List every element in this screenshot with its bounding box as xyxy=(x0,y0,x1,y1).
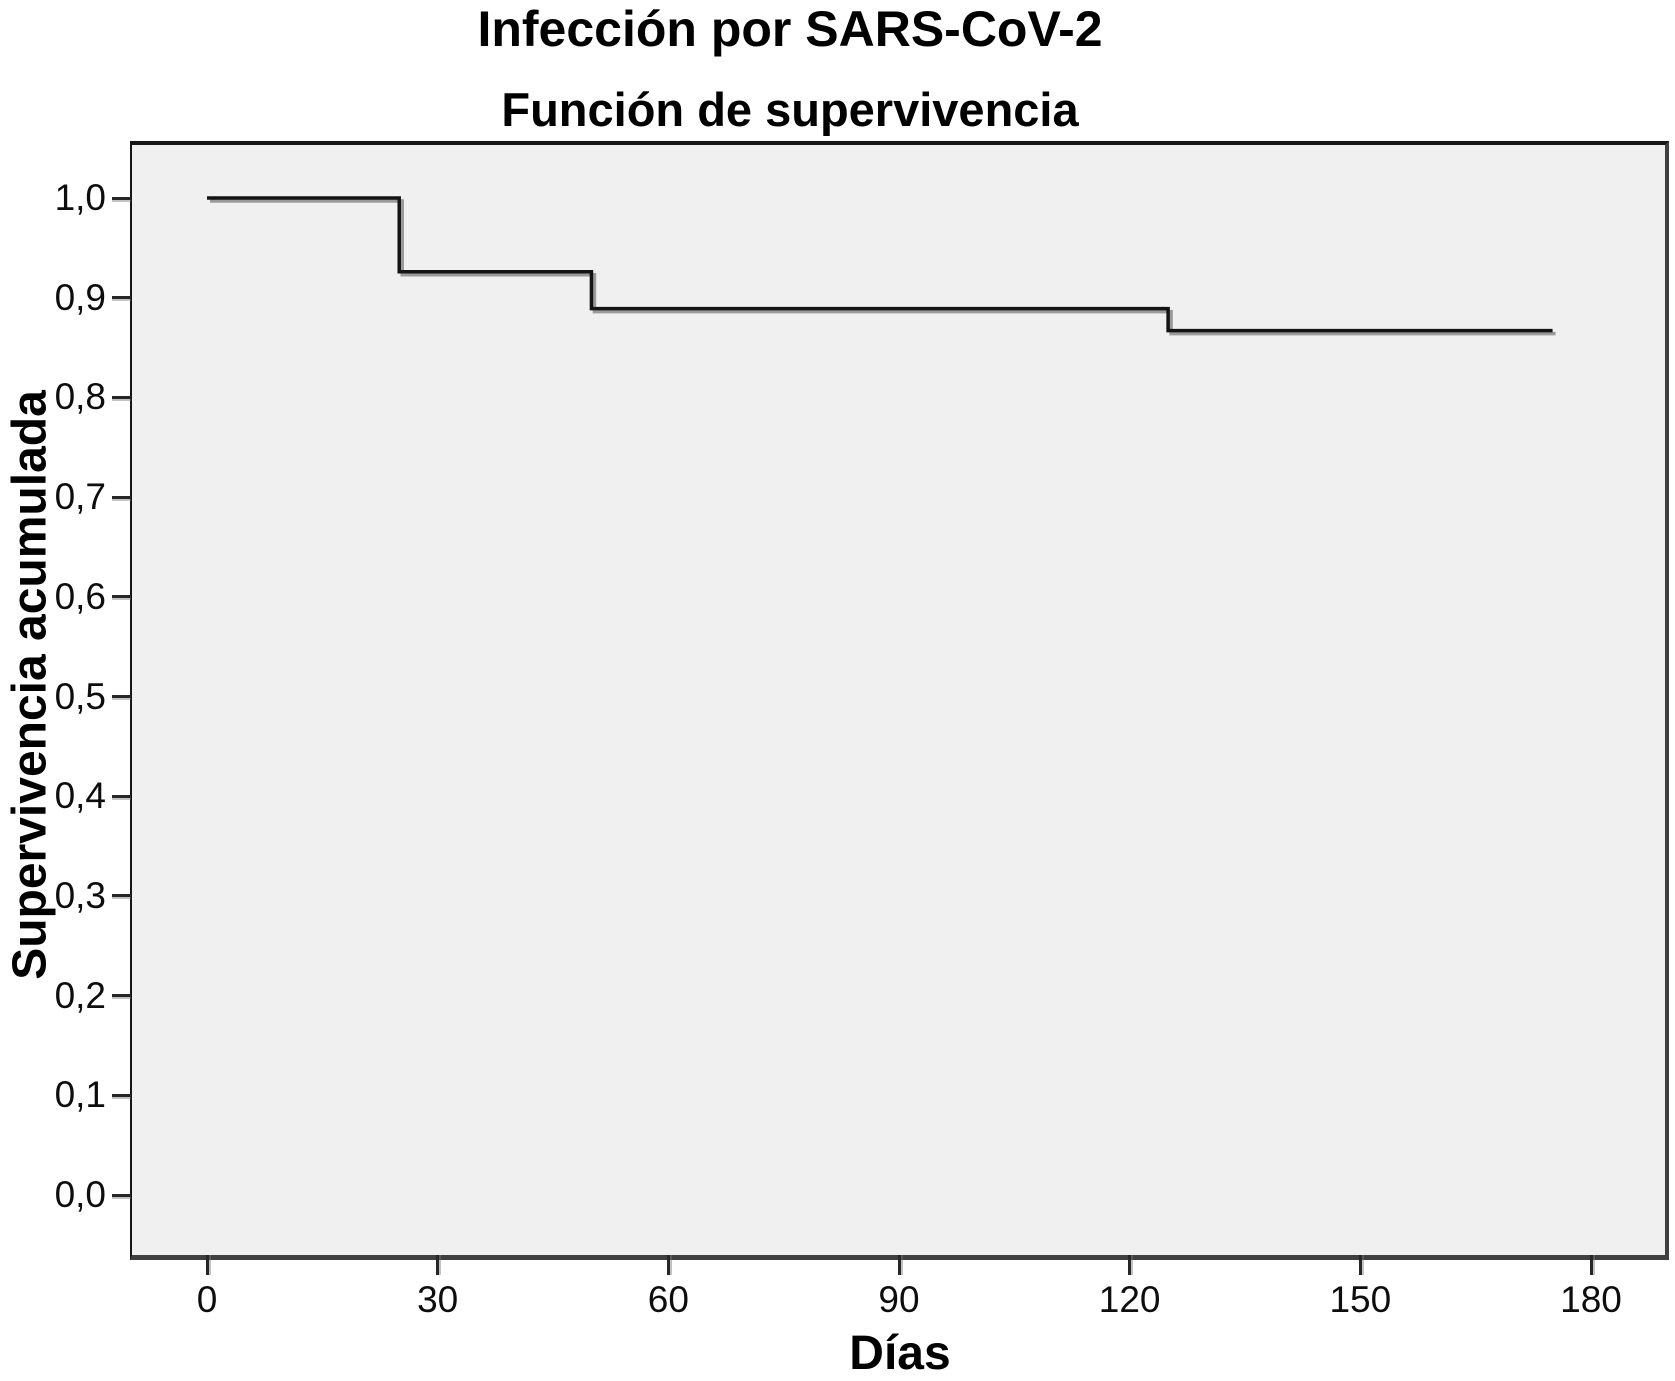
y-tick-label: 0,8 xyxy=(54,376,106,418)
y-tick-mark xyxy=(112,794,131,798)
x-tick-label: 90 xyxy=(878,1279,920,1320)
x-tick-label: 150 xyxy=(1329,1279,1392,1320)
y-tick-mark xyxy=(112,1093,131,1097)
x-tick-mark xyxy=(897,1255,901,1275)
x-axis-title: Días xyxy=(849,1327,951,1380)
plot-area xyxy=(130,141,1669,1260)
y-tick-mark xyxy=(112,196,131,200)
y-tick-label: 0,2 xyxy=(54,974,106,1016)
x-tick-mark xyxy=(1589,1255,1593,1275)
y-tick-label: 0,7 xyxy=(54,476,106,518)
x-tick-mark xyxy=(1128,1255,1132,1275)
x-tick-label: 180 xyxy=(1560,1279,1622,1320)
y-tick-label: 0,1 xyxy=(54,1074,106,1116)
y-tick-mark xyxy=(112,296,131,300)
y-tick-mark xyxy=(112,695,131,698)
x-tick-label: 30 xyxy=(417,1279,459,1320)
y-axis-title: Supervivencia acumulada xyxy=(3,390,57,980)
x-tick-mark xyxy=(1358,1255,1362,1275)
x-tick-mark xyxy=(205,1255,209,1275)
y-tick-label: 0,4 xyxy=(54,775,106,817)
x-tick-mark xyxy=(436,1255,440,1275)
y-tick-label: 0,6 xyxy=(54,575,106,617)
y-tick-mark xyxy=(112,894,131,898)
y-tick-mark xyxy=(112,1193,131,1197)
y-tick-mark xyxy=(112,994,131,998)
y-tick-mark xyxy=(112,395,131,399)
x-tick-mark xyxy=(666,1255,670,1275)
y-tick-label: 0,3 xyxy=(54,874,106,916)
y-tick-label: 0,9 xyxy=(54,276,106,318)
x-tick-label: 60 xyxy=(647,1279,689,1320)
chart-title: Infección por SARS-CoV-2 xyxy=(477,1,1103,57)
y-tick-mark xyxy=(112,495,131,499)
y-tick-mark xyxy=(112,595,131,599)
x-tick-label: 120 xyxy=(1098,1279,1161,1320)
y-tick-label: 0,0 xyxy=(54,1174,106,1215)
y-tick-label: 0,5 xyxy=(54,675,106,717)
y-tick-label: 1,0 xyxy=(54,177,106,218)
chart-subtitle: Función de supervivencia xyxy=(501,83,1079,136)
x-tick-label: 0 xyxy=(196,1279,218,1320)
